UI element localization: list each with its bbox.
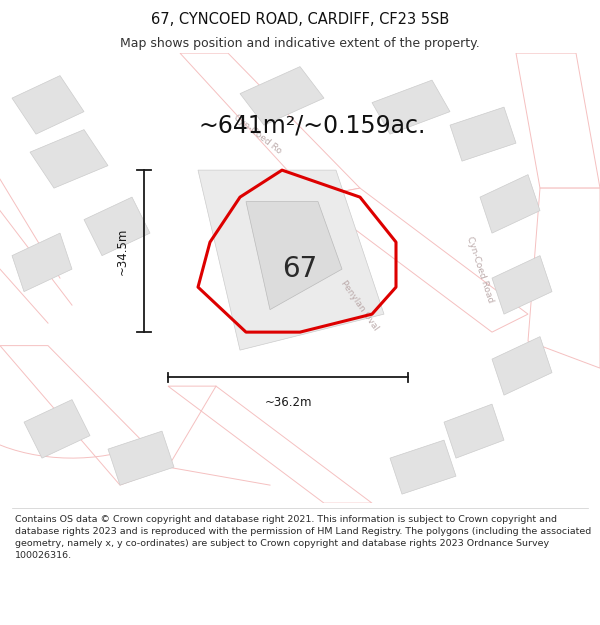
Polygon shape bbox=[24, 399, 90, 458]
Text: ~36.2m: ~36.2m bbox=[264, 396, 312, 409]
Text: Contains OS data © Crown copyright and database right 2021. This information is : Contains OS data © Crown copyright and d… bbox=[15, 515, 591, 560]
Polygon shape bbox=[492, 337, 552, 395]
Polygon shape bbox=[312, 188, 528, 332]
Polygon shape bbox=[30, 129, 108, 188]
Polygon shape bbox=[528, 188, 600, 368]
Polygon shape bbox=[12, 76, 84, 134]
Text: 67, CYNCOED ROAD, CARDIFF, CF23 5SB: 67, CYNCOED ROAD, CARDIFF, CF23 5SB bbox=[151, 12, 449, 27]
Polygon shape bbox=[390, 440, 456, 494]
Polygon shape bbox=[108, 431, 174, 485]
Text: Cyn-Coed Road: Cyn-Coed Road bbox=[465, 235, 495, 304]
Polygon shape bbox=[12, 233, 72, 292]
Polygon shape bbox=[492, 256, 552, 314]
Polygon shape bbox=[168, 386, 372, 503]
Polygon shape bbox=[198, 170, 384, 350]
Polygon shape bbox=[180, 53, 360, 197]
Polygon shape bbox=[84, 197, 150, 256]
Text: 67: 67 bbox=[283, 255, 317, 283]
Polygon shape bbox=[516, 53, 600, 188]
Polygon shape bbox=[444, 404, 504, 458]
Text: Penylan Oval: Penylan Oval bbox=[340, 278, 380, 332]
Polygon shape bbox=[0, 346, 168, 485]
Text: Map shows position and indicative extent of the property.: Map shows position and indicative extent… bbox=[120, 38, 480, 50]
Polygon shape bbox=[246, 202, 342, 309]
Text: Cyn-Coed Ro: Cyn-Coed Ro bbox=[232, 112, 284, 156]
Polygon shape bbox=[372, 80, 450, 134]
Text: ~34.5m: ~34.5m bbox=[116, 228, 129, 275]
Polygon shape bbox=[450, 107, 516, 161]
Polygon shape bbox=[480, 174, 540, 233]
Polygon shape bbox=[240, 67, 324, 125]
Text: ~641m²/~0.159ac.: ~641m²/~0.159ac. bbox=[199, 113, 425, 137]
